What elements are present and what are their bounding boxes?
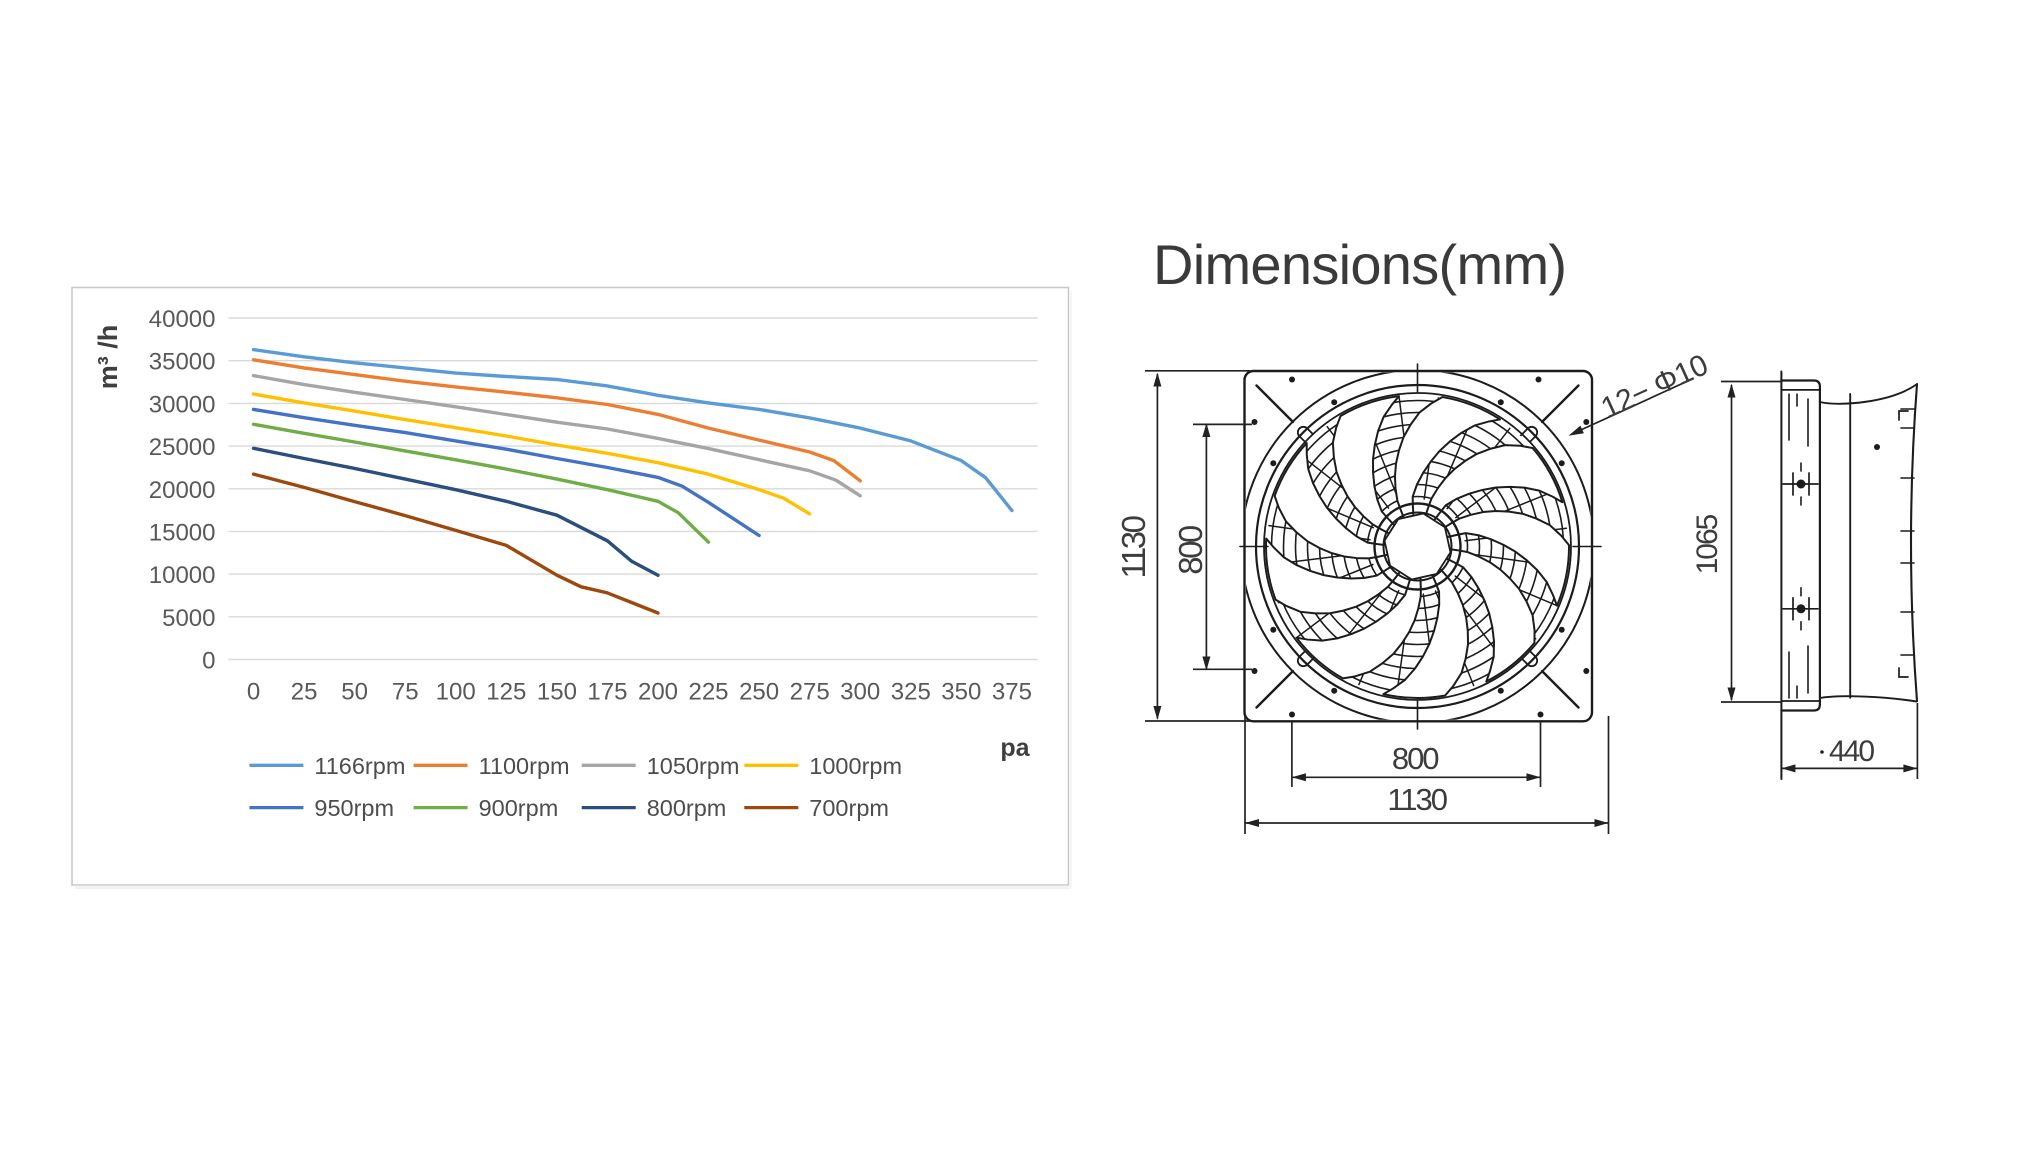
svg-text:50: 50	[341, 679, 368, 706]
svg-text:175: 175	[587, 679, 627, 706]
svg-text:125: 125	[486, 679, 526, 706]
svg-text:15000: 15000	[149, 519, 216, 546]
svg-text:1166rpm: 1166rpm	[314, 753, 405, 779]
svg-text:325: 325	[891, 679, 931, 706]
svg-text:m³ /h: m³ /h	[93, 325, 123, 390]
svg-text:1000rpm: 1000rpm	[809, 753, 902, 779]
svg-text:pa: pa	[1000, 734, 1030, 762]
svg-text:275: 275	[790, 679, 830, 706]
svg-text:20000: 20000	[149, 477, 216, 504]
svg-text:30000: 30000	[149, 391, 216, 418]
svg-text:0: 0	[202, 648, 215, 675]
svg-text:10000: 10000	[149, 562, 216, 589]
svg-text:1065: 1065	[1691, 514, 1724, 574]
svg-text:0: 0	[247, 679, 260, 706]
svg-text:350: 350	[941, 679, 981, 706]
svg-text:40000: 40000	[149, 306, 216, 333]
svg-text:300: 300	[840, 679, 880, 706]
svg-text:950rpm: 950rpm	[314, 795, 394, 821]
svg-text:25000: 25000	[149, 434, 216, 461]
svg-text:800rpm: 800rpm	[647, 795, 727, 821]
svg-text:1050rpm: 1050rpm	[647, 753, 740, 779]
svg-text:440: 440	[1829, 735, 1874, 768]
svg-text:25: 25	[291, 679, 318, 706]
svg-text:800: 800	[1172, 525, 1209, 575]
svg-text:1130: 1130	[1115, 515, 1152, 578]
svg-text:Dimensions(mm): Dimensions(mm)	[1153, 233, 1566, 296]
svg-text:35000: 35000	[149, 349, 216, 376]
svg-text:900rpm: 900rpm	[479, 795, 559, 821]
svg-text:100: 100	[436, 679, 476, 706]
svg-text:150: 150	[537, 679, 577, 706]
svg-text:250: 250	[739, 679, 779, 706]
svg-text:225: 225	[688, 679, 728, 706]
svg-text:700rpm: 700rpm	[809, 795, 889, 821]
svg-text:200: 200	[638, 679, 678, 706]
svg-text:75: 75	[392, 679, 419, 706]
svg-text:1100rpm: 1100rpm	[479, 753, 570, 779]
svg-text:5000: 5000	[162, 605, 215, 632]
svg-text:800: 800	[1392, 741, 1439, 776]
svg-text:1130: 1130	[1387, 782, 1447, 817]
svg-text:375: 375	[992, 679, 1032, 706]
